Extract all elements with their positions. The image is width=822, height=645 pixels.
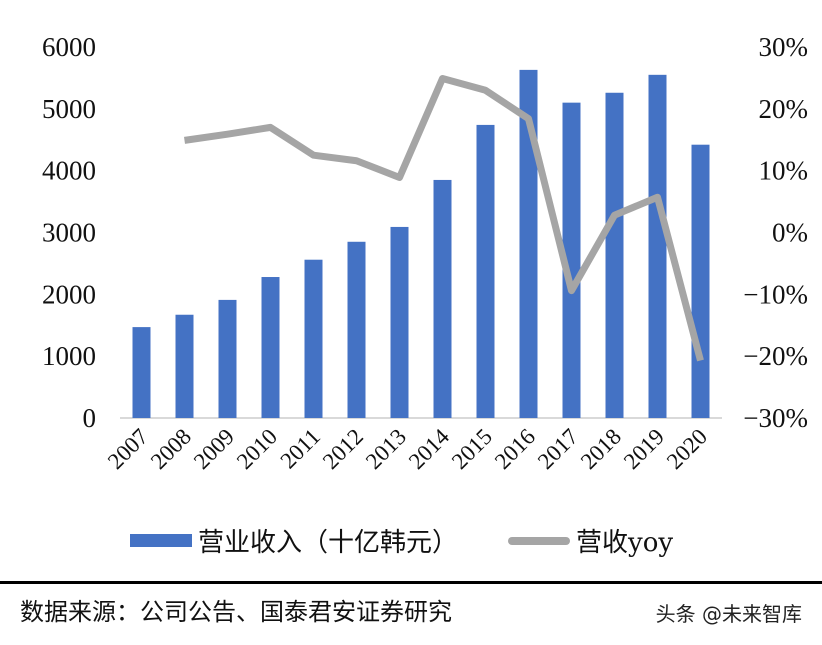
revenue-bars xyxy=(132,69,710,419)
bar-2020 xyxy=(691,144,710,419)
left-tick-label: 2000 xyxy=(42,279,96,309)
x-tick-label: 2007 xyxy=(103,424,153,474)
x-tick-label: 2012 xyxy=(318,424,368,474)
bar-2008 xyxy=(175,314,194,418)
left-tick-label: 4000 xyxy=(42,156,96,186)
right-tick-label: 10% xyxy=(759,156,809,186)
right-tick-label: 0% xyxy=(772,218,808,248)
right-tick-label: −30% xyxy=(743,403,808,433)
x-tick-label: 2020 xyxy=(662,424,712,474)
bar-2010 xyxy=(261,277,280,418)
x-tick-label: 2018 xyxy=(576,424,626,474)
left-tick-label: 0 xyxy=(83,403,97,433)
right-tick-label: 20% xyxy=(759,94,809,124)
x-tick-label: 2011 xyxy=(275,424,325,474)
bar-2012 xyxy=(347,241,366,418)
right-axis: −30% −20% −10% 0% 10% 20% 30% xyxy=(743,32,808,433)
bar-2016 xyxy=(519,69,538,419)
x-tick-label: 2009 xyxy=(189,424,239,474)
bar-2019 xyxy=(648,74,667,418)
bar-2007 xyxy=(132,327,151,418)
right-tick-label: 30% xyxy=(759,32,809,62)
yoy-line xyxy=(184,75,704,362)
left-tick-label: 1000 xyxy=(42,341,96,371)
x-tick-label: 2016 xyxy=(490,424,540,474)
x-axis-labels: 2007200820092010201120122013201420152016… xyxy=(103,424,712,475)
bar-swatch-icon xyxy=(130,534,192,547)
left-axis: 0 1000 2000 3000 4000 5000 6000 xyxy=(42,32,96,433)
legend: 营业收入（十亿韩元） 营收yoy xyxy=(130,522,723,559)
bar-2011 xyxy=(304,259,323,418)
x-tick-label: 2008 xyxy=(146,424,196,474)
left-tick-label: 3000 xyxy=(42,218,96,248)
x-tick-label: 2019 xyxy=(619,424,669,474)
x-tick-label: 2010 xyxy=(232,424,282,474)
legend-item-yoy: 营收yoy xyxy=(508,522,673,559)
bar-2017 xyxy=(562,102,581,419)
x-tick-label: 2014 xyxy=(404,424,455,475)
legend-label-revenue: 营业收入（十亿韩元） xyxy=(198,528,459,558)
bar-2014 xyxy=(433,179,452,418)
x-tick-label: 2017 xyxy=(533,424,583,474)
divider xyxy=(0,581,822,584)
line-swatch-icon xyxy=(508,536,571,545)
bar-2013 xyxy=(390,226,409,418)
left-tick-label: 5000 xyxy=(42,94,96,124)
bar-2009 xyxy=(218,299,237,418)
bar-2018 xyxy=(605,92,624,419)
bar-2015 xyxy=(476,124,495,418)
right-tick-label: −10% xyxy=(743,279,808,309)
watermark: 头条 @未来智库 xyxy=(655,602,802,626)
legend-label-yoy: 营收yoy xyxy=(576,528,674,558)
combo-chart: 0 1000 2000 3000 4000 5000 6000 −30% −20% −10% 0%… xyxy=(42,32,808,475)
legend-item-revenue: 营业收入（十亿韩元） xyxy=(130,522,458,559)
left-tick-label: 6000 xyxy=(42,32,96,62)
right-tick-label: −20% xyxy=(743,341,808,371)
x-tick-label: 2013 xyxy=(361,424,411,474)
source-note: 数据来源：公司公告、国泰君安证券研究 xyxy=(20,598,452,626)
x-tick-label: 2015 xyxy=(447,424,497,474)
